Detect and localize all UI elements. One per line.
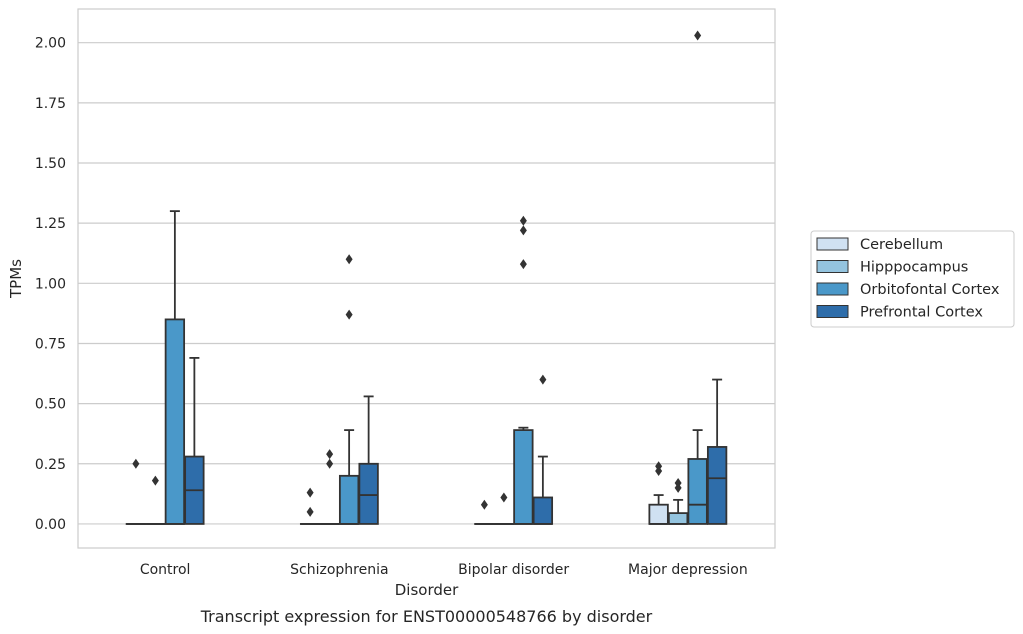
outlier-point — [519, 259, 527, 270]
legend-swatch — [816, 305, 849, 318]
box-iqr — [164, 318, 186, 525]
chart-caption: Transcript expression for ENST0000054876… — [200, 607, 653, 626]
box-2-2 — [513, 215, 534, 525]
outlier-point — [326, 458, 334, 469]
box-3-2 — [532, 374, 554, 525]
outlier-point — [345, 309, 353, 320]
y-tick-labels: 0.00 0.25 0.50 0.75 1.00 1.25 1.50 1.75 2.00 — [35, 36, 66, 533]
box-3-1 — [358, 395, 379, 525]
box-0-2 — [474, 499, 495, 525]
x-axis-label: Disorder — [395, 581, 459, 599]
legend-swatch — [816, 237, 849, 251]
legend-label: Cerebellum — [860, 237, 943, 253]
y-tick-label: 0.75 — [35, 336, 66, 352]
box-iqr — [338, 474, 360, 525]
box-2-3 — [687, 30, 708, 525]
outlier-point — [326, 449, 334, 460]
legend-swatch — [816, 282, 849, 296]
outlier-point — [519, 225, 527, 236]
box-iqr — [532, 496, 554, 525]
outlier-point — [519, 215, 527, 226]
y-tick-label: 0.50 — [35, 397, 66, 413]
y-tick-label: 1.50 — [35, 156, 66, 172]
outlier-point — [306, 506, 314, 517]
box-iqr — [667, 512, 689, 525]
y-tick-label: 1.00 — [35, 276, 66, 292]
box-1-1 — [319, 449, 340, 525]
box-2-0 — [164, 210, 186, 525]
y-tick-label: 0.25 — [35, 457, 66, 473]
outlier-point — [539, 374, 547, 385]
y-axis-label: TPMs — [7, 259, 25, 299]
box-0-0 — [125, 458, 147, 525]
box-1-3 — [667, 478, 689, 525]
box-iqr — [706, 446, 728, 525]
plot-boxes — [125, 30, 728, 525]
box-0-1 — [299, 487, 321, 525]
box-1-2 — [493, 492, 515, 525]
outlier-point — [500, 492, 508, 503]
outlier-point — [306, 487, 314, 498]
box-2-1 — [338, 254, 360, 525]
box-1-0 — [145, 475, 166, 525]
outlier-point — [694, 30, 702, 41]
y-tick-label: 0.00 — [35, 517, 66, 533]
legend-label: Orbitofontal Cortex — [860, 282, 1000, 298]
y-tick-label: 1.75 — [35, 96, 66, 112]
outlier-point — [132, 458, 140, 469]
outlier-point — [151, 475, 159, 486]
outlier-point — [655, 461, 663, 472]
box-3-0 — [184, 357, 205, 525]
x-tick-label: Major depression — [628, 562, 748, 578]
x-tick-label: Bipolar disorder — [458, 562, 569, 578]
box-3-3 — [706, 378, 728, 525]
box-iqr — [358, 462, 379, 525]
x-tick-labels: Control Schizophrenia Bipolar disorder Majo… — [140, 562, 748, 578]
x-tick-label: Schizophrenia — [290, 562, 388, 578]
box-iqr — [648, 503, 669, 525]
legend-frame — [810, 230, 1015, 328]
y-tick-label: 2.00 — [35, 36, 66, 52]
legend-label: Prefrontal Cortex — [860, 305, 983, 321]
box-iqr — [687, 458, 708, 525]
outlier-point — [480, 499, 488, 510]
legend-swatch — [816, 260, 849, 273]
plot-frame — [77, 8, 776, 549]
x-tick-label: Control — [140, 562, 191, 578]
legend: Cerebellum Hipppocampus Orbitofontal Corte… — [810, 230, 1015, 328]
outlier-point — [674, 478, 682, 489]
box-iqr — [513, 429, 534, 525]
legend-label: Hipppocampus — [860, 260, 968, 276]
y-tick-label: 1.25 — [35, 216, 66, 232]
box-0-3 — [648, 461, 669, 525]
outlier-point — [345, 254, 353, 265]
